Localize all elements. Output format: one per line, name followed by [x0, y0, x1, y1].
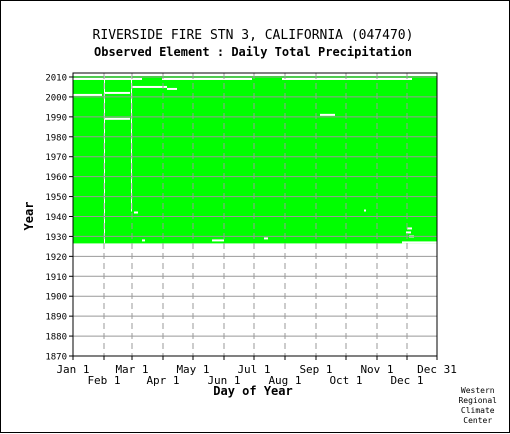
x-tick-label: Sep 1	[299, 363, 332, 376]
chart-subtitle: Observed Element : Daily Total Precipita…	[94, 45, 412, 59]
missing-data-gap	[402, 241, 437, 244]
x-tick-label: Mar 1	[115, 363, 148, 376]
y-tick-label: 1900	[45, 293, 67, 303]
x-tick-label: Jan 1	[56, 363, 89, 376]
y-tick-label: 1920	[45, 253, 67, 263]
y-tick-label: 1950	[45, 193, 67, 203]
x-tick-label: Dec 31	[417, 363, 457, 376]
y-tick-label: 1880	[45, 333, 67, 343]
observed-data-block	[73, 75, 437, 244]
missing-data-gap	[406, 231, 411, 234]
missing-data-streak	[104, 75, 105, 244]
missing-data-gap	[134, 211, 138, 214]
y-tick-label: 1910	[45, 273, 67, 283]
x-tick-label: Feb 1	[87, 374, 120, 387]
x-tick-label: Dec 1	[390, 374, 423, 387]
missing-data-gap	[212, 239, 224, 242]
missing-data-gap	[105, 117, 130, 120]
axis-layer: 1870 1880 1890 1900 1910 1920 1930 1940 1950 1960…	[45, 72, 457, 387]
missing-data-gap	[264, 237, 268, 240]
missing-data-gap	[282, 77, 412, 80]
x-tick-label: Oct 1	[329, 374, 362, 387]
missing-data-gap	[364, 209, 366, 212]
missing-data-gap	[320, 113, 335, 116]
x-tick-label: Jun 1	[207, 374, 240, 387]
missing-data-gap	[167, 87, 177, 90]
credit-block: Western Regional Climate Center	[458, 386, 497, 426]
credit-line: Center	[463, 416, 493, 425]
credit-line: Western	[460, 386, 495, 395]
chart-title: RIVERSIDE FIRE STN 3, CALIFORNIA (047470…	[93, 28, 414, 43]
y-tick-label: 2000	[45, 93, 67, 103]
x-axis-label: Day of Year	[213, 384, 292, 398]
y-tick-label: 1980	[45, 133, 67, 143]
missing-data-gap	[73, 77, 142, 80]
x-tick-label: Aug 1	[268, 374, 301, 387]
credit-line: Regional	[458, 396, 497, 405]
missing-data-gap	[142, 239, 145, 242]
credit-line: Climate	[460, 406, 495, 415]
y-tick-label: 1870	[45, 353, 67, 363]
x-tick-label: Nov 1	[360, 363, 393, 376]
y-tick-label: 1940	[45, 213, 67, 223]
y-tick-label: 1970	[45, 153, 67, 163]
plot-border	[72, 72, 438, 357]
y-tick-label: 1990	[45, 113, 67, 123]
y-tick-label: 1890	[45, 313, 67, 323]
y-tick-label: 2010	[45, 73, 67, 83]
y-tick-label: 1930	[45, 233, 67, 243]
x-tick-label: May 1	[176, 363, 209, 376]
missing-data-gap	[73, 93, 102, 96]
missing-data-gap	[407, 227, 412, 230]
missing-data-gap	[105, 91, 130, 94]
y-axis-label: Year	[22, 202, 36, 231]
x-tick-label: Jul 1	[237, 363, 270, 376]
missing-data-gap	[162, 77, 252, 80]
x-tick-label: Apr 1	[146, 374, 179, 387]
missing-data-gap	[132, 85, 167, 88]
y-tick-label: 1960	[45, 173, 67, 183]
missing-data-layer	[73, 75, 437, 244]
data-layer	[73, 75, 437, 244]
